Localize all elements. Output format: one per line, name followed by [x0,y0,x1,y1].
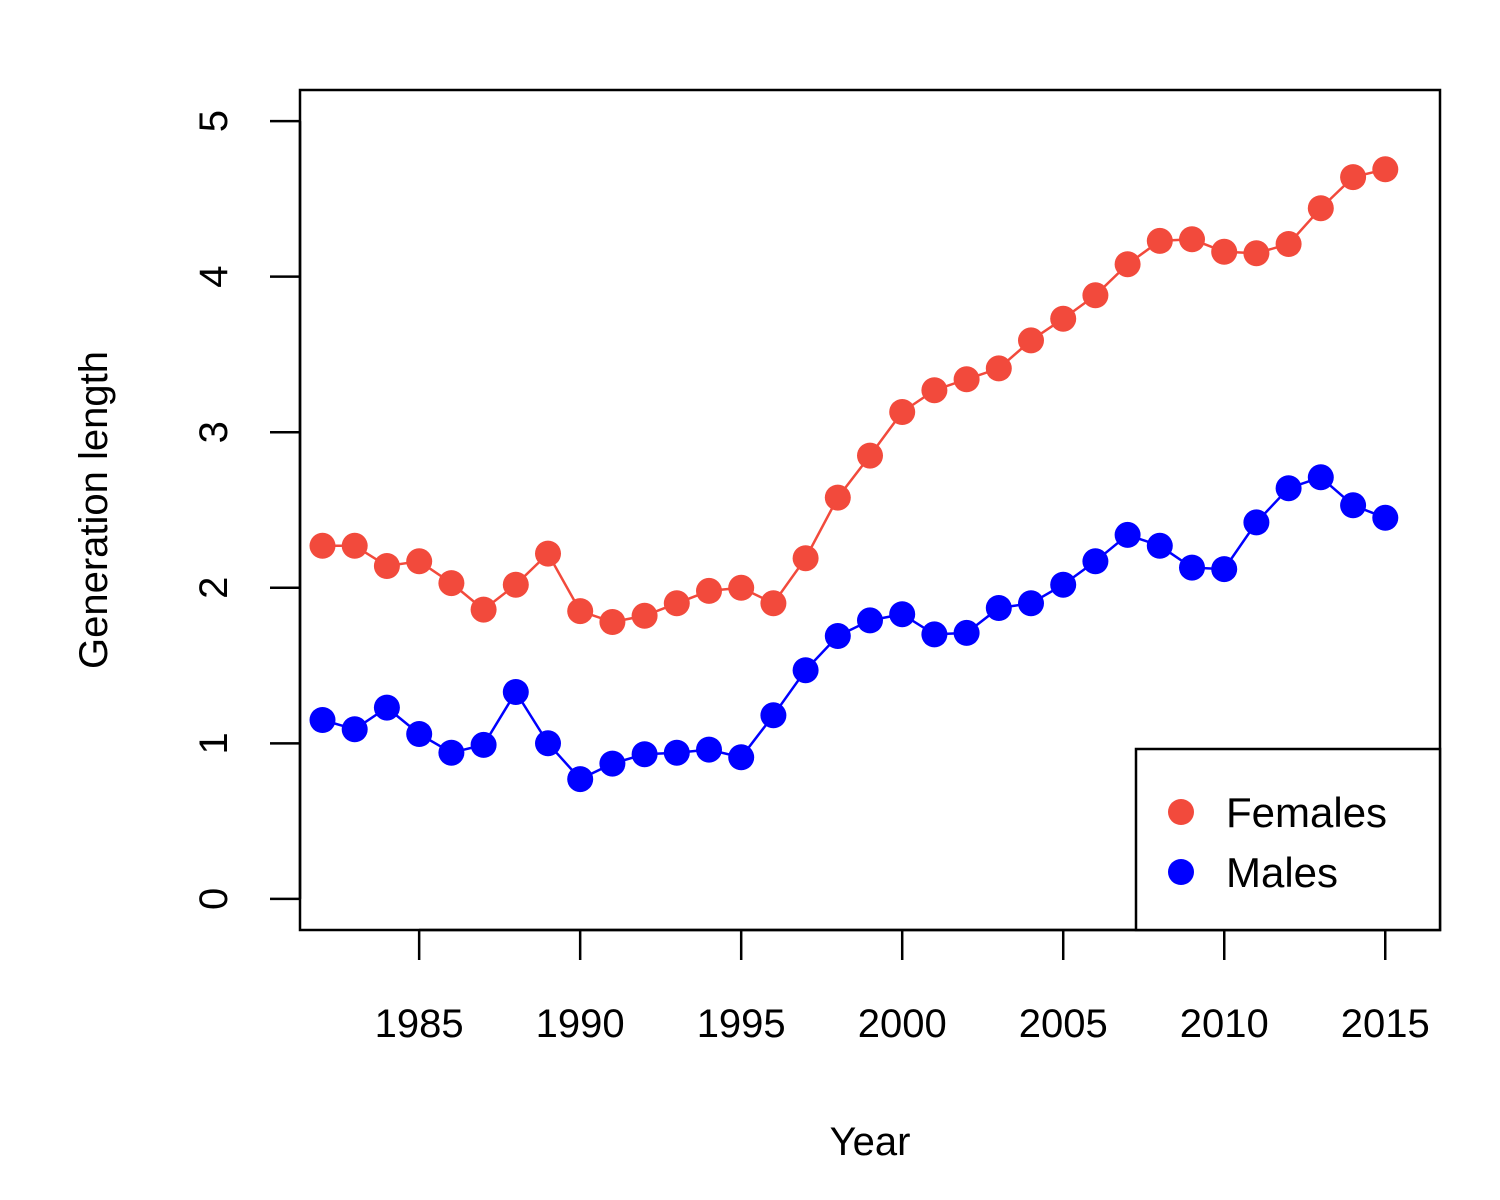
x-tick-label: 1985 [375,1002,464,1046]
y-tick-label: 5 [192,110,236,132]
data-point-females [599,609,626,635]
x-tick-label: 1990 [536,1002,625,1046]
legend-marker-males [1168,859,1194,885]
data-point-males [1114,521,1141,548]
data-point-females [1179,226,1205,253]
x-tick-label: 2005 [1019,1002,1108,1046]
data-point-males [889,601,916,628]
data-point-females [857,442,883,469]
y-axis: 0 1 2 3 4 5 [192,110,302,910]
data-point-females [889,399,916,425]
data-point-females [1275,231,1302,257]
legend: Females Males [1134,747,1442,932]
legend-label-males: Males [1226,849,1338,896]
legend-marker-females [1168,799,1194,825]
data-point-females [373,553,400,579]
data-point-males [1372,504,1399,531]
x-tick-label: 2000 [858,1002,947,1046]
x-axis: 1985 1990 1995 2000 2005 2010 2015 [375,928,1430,1046]
data-point-females [535,540,561,567]
data-point-females [663,590,690,617]
data-point-females [1082,282,1109,309]
x-tick-label: 1995 [697,1002,786,1046]
data-point-males [309,707,336,733]
data-point-males [535,730,561,757]
data-point-males [728,744,755,771]
y-tick-label: 1 [192,732,236,754]
x-tick-label: 2015 [1341,1002,1430,1046]
data-point-females [502,571,529,598]
data-point-females [1307,195,1334,222]
data-point-females [631,602,658,629]
y-tick-label: 3 [192,421,236,443]
data-point-males [1146,532,1173,559]
data-point-males [502,679,529,705]
data-point-males [953,619,980,646]
data-point-males [373,694,400,721]
data-point-males [406,721,433,747]
data-point-males [599,750,626,777]
x-tick-label: 2010 [1180,1002,1269,1046]
data-point-females [696,577,722,604]
data-point-males [824,623,851,649]
y-axis-title: Generation length [72,351,116,669]
y-tick-label: 4 [192,266,236,288]
data-point-females [470,596,497,623]
data-point-males [1082,548,1109,575]
data-point-females [1018,327,1044,354]
data-point-females [438,570,465,597]
data-point-males [567,766,594,793]
data-point-males [1018,590,1044,617]
y-tick-label: 2 [192,577,236,599]
data-point-females [953,366,980,393]
data-point-males [1179,554,1205,581]
data-point-females [921,377,948,404]
data-point-females [406,548,433,575]
data-point-males [1307,464,1334,491]
data-point-males [341,716,368,743]
data-point-females [567,598,594,625]
data-point-males [470,731,497,758]
data-point-males [760,702,787,729]
data-point-males [792,657,819,684]
data-point-females [792,545,819,572]
data-point-males [857,607,883,634]
data-point-males [1211,556,1238,583]
series-line-females [322,168,1386,624]
data-point-females [1372,156,1399,183]
data-point-females [1146,227,1173,254]
data-point-females [985,355,1012,382]
y-tick-label: 0 [192,888,236,910]
data-point-females [760,590,787,617]
data-point-females [1243,240,1270,267]
data-point-females [1211,238,1238,265]
data-point-males [631,741,658,768]
legend-box [1134,747,1442,932]
data-point-males [438,739,465,766]
data-point-males [1243,509,1270,536]
data-point-females [341,532,368,559]
data-point-females [309,532,336,559]
data-point-females [1114,251,1141,278]
data-point-females [824,484,851,511]
data-point-males [663,739,690,766]
data-point-females [1340,164,1367,191]
series-line-males [322,475,1386,781]
data-point-males [696,736,722,763]
legend-label-females: Females [1226,789,1387,836]
data-point-males [1050,571,1077,598]
data-point-males [1340,492,1367,519]
x-axis-title: Year [830,1120,911,1164]
data-point-males [921,621,948,648]
series-layer [309,156,1399,793]
data-point-females [728,574,755,601]
data-point-females [1050,305,1077,332]
data-point-males [985,595,1012,621]
data-point-males [1275,475,1302,502]
